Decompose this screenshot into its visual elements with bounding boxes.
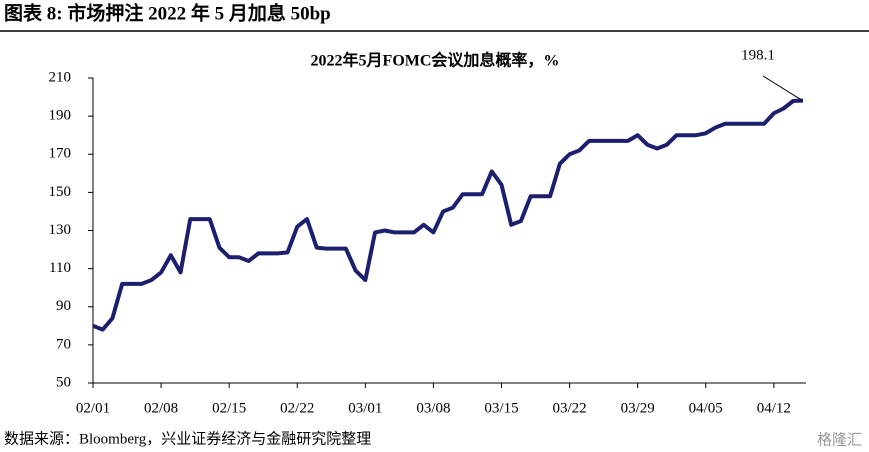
y-tick-label: 70 <box>56 336 71 352</box>
y-tick-label: 150 <box>49 184 72 200</box>
y-tick-label: 130 <box>49 222 72 238</box>
x-tick-label: 04/05 <box>689 400 723 416</box>
x-tick-label: 03/29 <box>621 400 655 416</box>
data-line <box>92 98 804 332</box>
y-tick-label: 210 <box>49 69 72 85</box>
annotation-label: 198.1 <box>741 47 775 63</box>
chart-title: 2022年5月FOMC会议加息概率，% <box>311 51 560 70</box>
header-title: 图表 8: 市场押注 2022 年 5 月加息 50bp <box>4 1 331 24</box>
x-tick-label: 03/08 <box>416 400 450 416</box>
x-tick-label: 03/22 <box>552 400 586 416</box>
x-tick-label: 03/01 <box>348 400 382 416</box>
x-tick-label: 02/01 <box>76 400 110 416</box>
y-tick-label: 110 <box>49 260 71 276</box>
y-tick-label: 90 <box>56 298 71 314</box>
x-tick-label: 02/08 <box>144 400 178 416</box>
y-tick-label: 190 <box>49 108 72 124</box>
watermark: 格隆汇 <box>817 431 862 449</box>
x-tick-label: 02/15 <box>212 400 246 416</box>
y-tick-label: 170 <box>49 146 72 162</box>
x-tick-label: 03/15 <box>484 400 518 416</box>
x-tick-label: 04/12 <box>757 400 791 416</box>
annotation-arrow <box>762 75 802 101</box>
x-tick-label: 02/22 <box>280 400 314 416</box>
source-note: 数据来源：Bloomberg，兴业证券经济与金融研究院整理 <box>4 429 371 447</box>
y-tick-label: 50 <box>56 374 71 390</box>
